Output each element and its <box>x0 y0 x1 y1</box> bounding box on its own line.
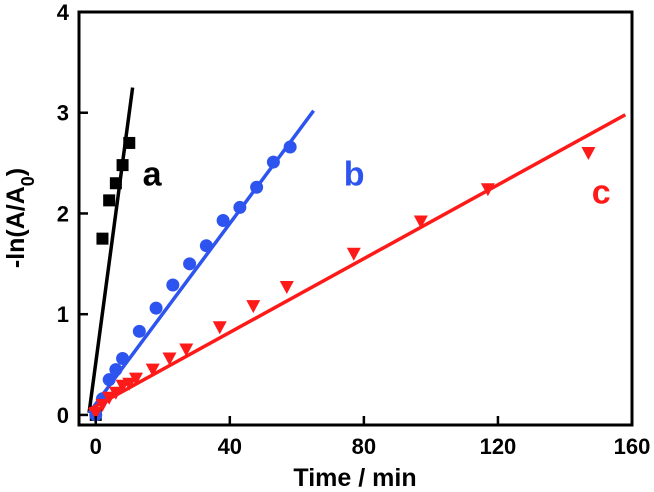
series-label-b: b <box>344 155 365 193</box>
y-tick-label: 0 <box>57 403 69 428</box>
fit-line-c <box>88 113 627 412</box>
series-c: c <box>88 113 627 420</box>
data-point-b <box>166 278 180 292</box>
data-point-b <box>199 239 213 253</box>
data-point-c <box>413 215 428 229</box>
y-tick-label: 4 <box>57 0 70 25</box>
y-tick-label: 2 <box>57 201 69 226</box>
data-point-b <box>183 257 197 271</box>
x-tick-label: 120 <box>480 434 517 459</box>
x-axis-title: Time / min <box>293 464 416 492</box>
y-tick-label: 3 <box>57 101 69 126</box>
data-point-c <box>145 363 160 377</box>
data-point-c <box>246 300 261 314</box>
y-tick-label: 1 <box>57 302 69 327</box>
data-point-b <box>250 180 264 194</box>
series-label-a: a <box>143 155 163 193</box>
data-point-c <box>102 391 117 405</box>
data-point-b <box>233 200 247 214</box>
data-point-c <box>346 247 361 261</box>
data-point-a <box>103 194 116 207</box>
data-point-c <box>95 398 110 412</box>
data-point-c <box>581 147 596 161</box>
data-point-b <box>149 301 163 315</box>
data-point-c <box>480 183 495 197</box>
x-tick-label: 160 <box>614 434 651 459</box>
data-point-b <box>102 373 116 387</box>
data-point-c <box>212 321 227 335</box>
y-axis-title: -ln(A/A0) <box>2 168 38 268</box>
series-label-c: c <box>592 173 611 211</box>
data-point-c <box>279 280 294 294</box>
plot-area: a b c <box>87 87 627 422</box>
x-tick-label: 0 <box>90 434 102 459</box>
data-point-a <box>96 232 109 245</box>
data-point-c <box>179 343 194 357</box>
data-point-b <box>283 140 297 154</box>
data-point-b <box>116 352 130 366</box>
data-point-c <box>88 406 103 420</box>
data-point-b <box>109 363 123 377</box>
plot-frame <box>77 10 634 427</box>
data-point-b <box>132 324 146 338</box>
series-a: a <box>87 87 163 421</box>
data-point-c <box>162 352 177 366</box>
data-point-a <box>123 136 136 149</box>
x-tick-label: 80 <box>352 434 376 459</box>
data-point-c <box>128 372 143 386</box>
data-point-b <box>266 155 280 169</box>
x-tick-label: 40 <box>218 434 242 459</box>
ticks: 0 40 80 120 160 0 1 2 3 4 <box>57 0 651 459</box>
data-point-c <box>108 386 123 400</box>
data-point-a <box>116 159 129 172</box>
data-point-c <box>122 377 137 391</box>
data-point-a <box>109 177 122 190</box>
data-point-b <box>216 214 230 228</box>
